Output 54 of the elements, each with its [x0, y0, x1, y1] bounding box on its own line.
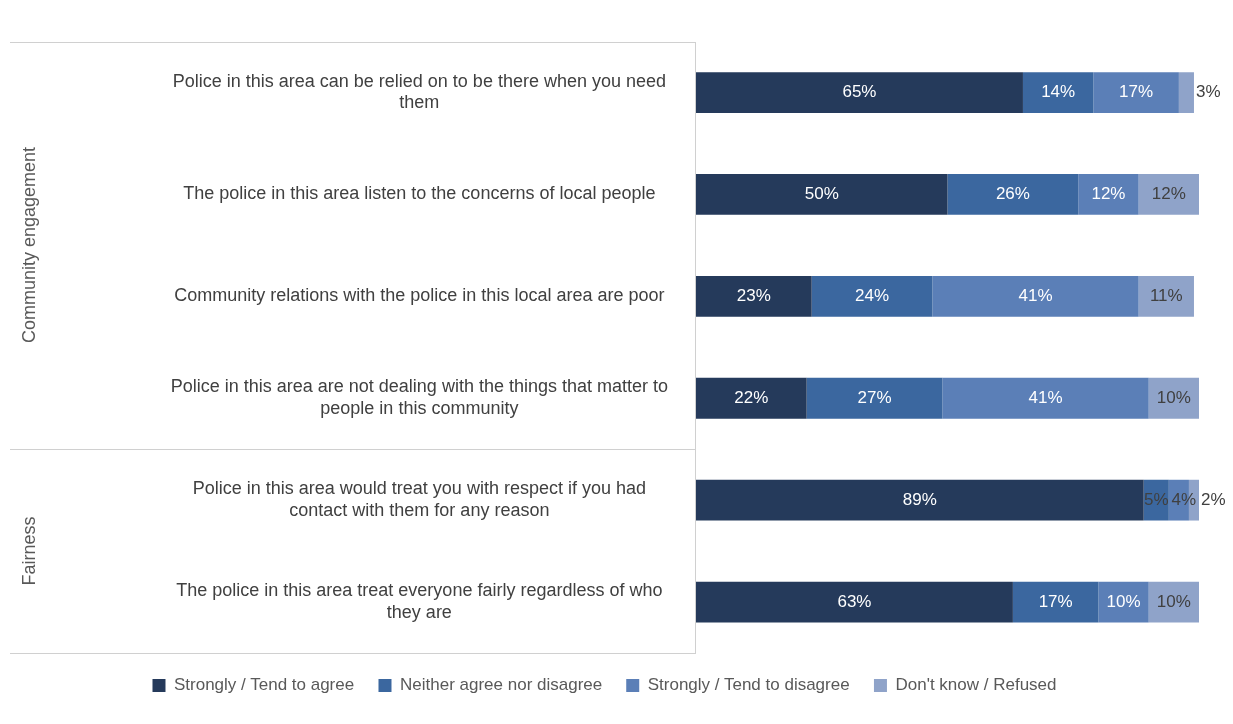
data-label: 22%: [734, 387, 769, 407]
bar: [696, 581, 1013, 623]
bar: [1138, 174, 1199, 215]
bar: [932, 275, 1139, 317]
bar: [811, 275, 933, 317]
data-label: 89%: [902, 489, 937, 509]
y-tick-label: Police in this area are not dealing with the things that matter to people in this community: [170, 376, 669, 419]
y-tick-label: The police in this area listen to the concerns of local people: [183, 183, 656, 204]
data-label: 41%: [1018, 286, 1053, 306]
data-label: 50%: [804, 184, 839, 204]
legend-label: Don't know / Refused: [895, 675, 1057, 695]
bar: [1022, 72, 1094, 113]
bar: [696, 275, 812, 317]
legend-label: Strongly / Tend to agree: [173, 675, 355, 695]
legend-label: Neither agree nor disagree: [399, 675, 603, 695]
data-label: 27%: [857, 387, 892, 407]
data-label: 4%: [1171, 489, 1197, 509]
y-tick-label: Police in this area can be relied on to be there when you need them: [172, 70, 667, 113]
bar: [696, 479, 1144, 521]
bar: [806, 377, 943, 419]
y-tick-label: Police in this area would treat you with respect if you had contact with them for any reason: [192, 478, 646, 520]
bar: [947, 174, 1079, 215]
data-label: 11%: [1149, 286, 1183, 306]
data-label: 3%: [1195, 82, 1221, 102]
data-label: 12%: [1091, 184, 1126, 204]
text: Community engagement: [18, 147, 40, 344]
bar: [696, 72, 1023, 113]
bar: [1012, 581, 1099, 623]
data-label: 10%: [1156, 387, 1191, 407]
y-tick-label: The police in this area treat everyone fairly regardless of who they are: [176, 580, 663, 622]
data-label: 14%: [1041, 82, 1076, 102]
data-label: 5%: [1143, 489, 1169, 509]
bar: [1078, 174, 1139, 215]
data-label: 63%: [837, 591, 872, 611]
data-label: 65%: [842, 82, 877, 102]
data-label: 2%: [1201, 489, 1226, 509]
bar: [1178, 72, 1194, 113]
data-label: 26%: [995, 184, 1030, 204]
y-tick-label: Community relations with the police in this local area are poor: [174, 285, 665, 306]
bar: [1093, 72, 1179, 113]
data-label: 24%: [855, 286, 890, 306]
data-label: 17%: [1119, 82, 1154, 102]
data-label: 23%: [736, 286, 771, 306]
bar: [1138, 275, 1194, 317]
data-label: 10%: [1156, 591, 1191, 611]
data-label: 12%: [1151, 184, 1186, 204]
data-label: 41%: [1028, 387, 1063, 407]
bar: [696, 377, 807, 419]
data-label: 17%: [1038, 591, 1073, 611]
text: Fairness: [18, 516, 40, 586]
bar: [942, 377, 1149, 419]
bar: [696, 174, 948, 215]
legend-label: Strongly / Tend to disagree: [647, 675, 850, 695]
data-label: 10%: [1106, 591, 1141, 611]
